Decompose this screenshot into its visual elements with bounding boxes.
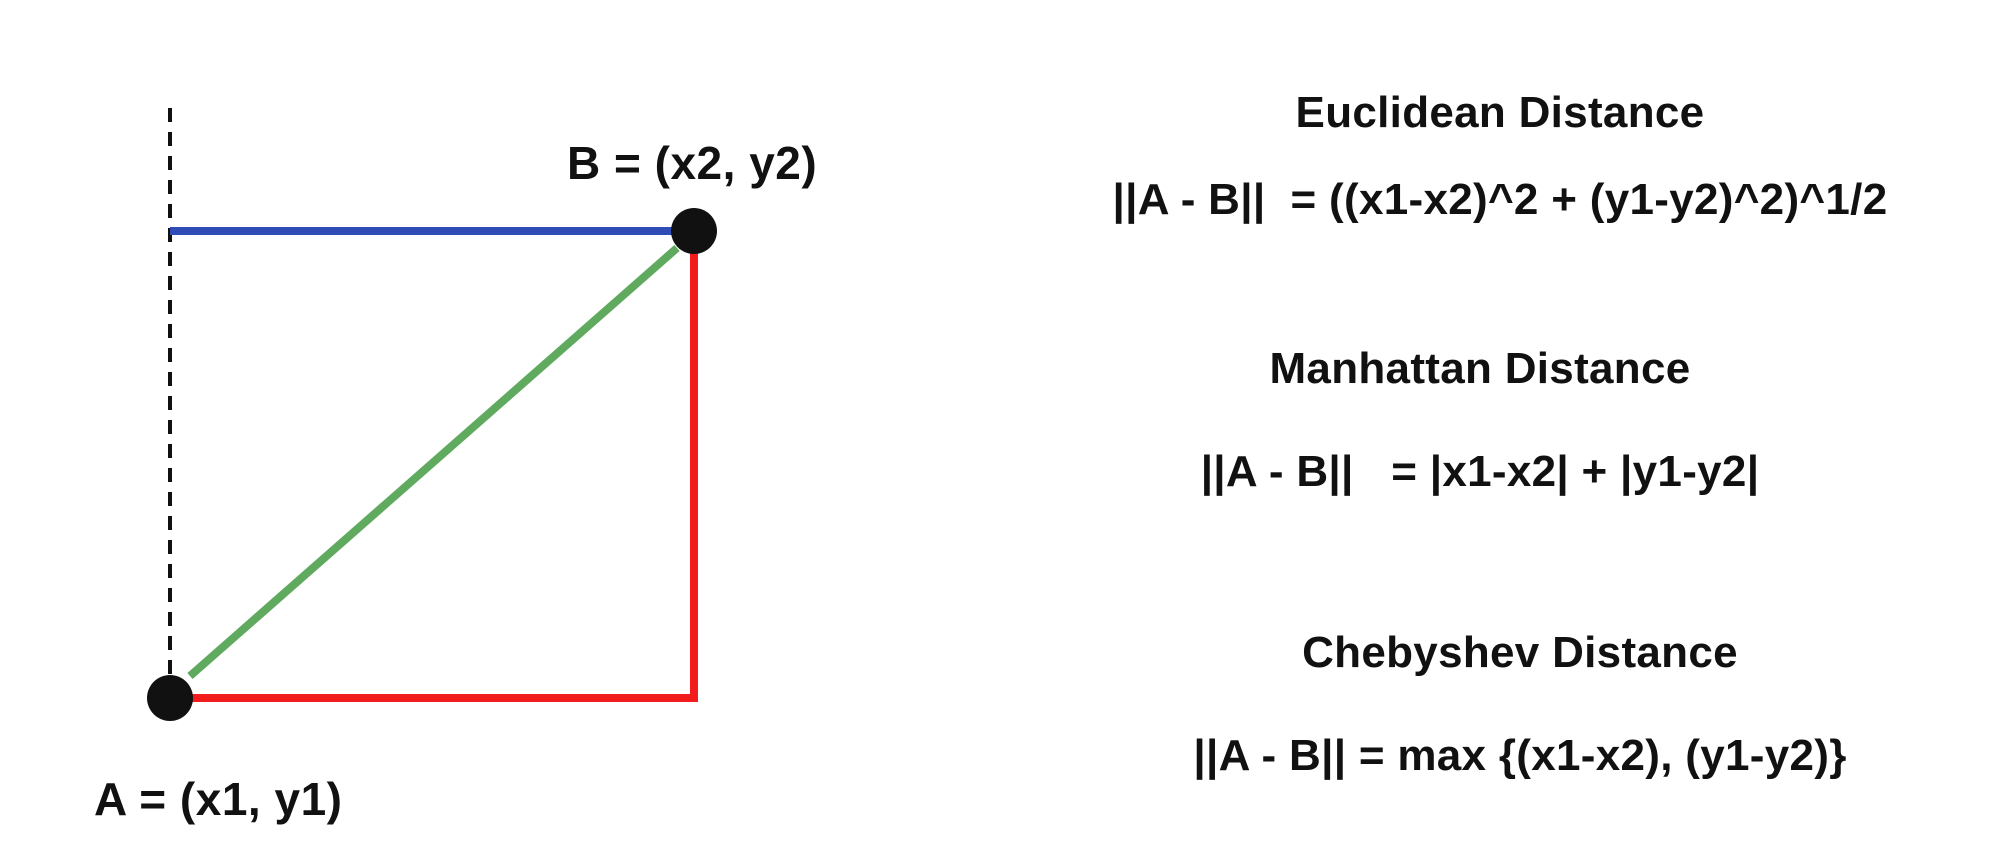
manhattan-title: Manhattan Distance (1269, 344, 1691, 393)
point-a (147, 675, 193, 721)
euclidean-green-line (187, 244, 680, 680)
chebyshev-title: Chebyshev Distance (1302, 628, 1738, 677)
point-b-label: B = (x2, y2) (567, 137, 818, 189)
point-a-label: A = (x1, y1) (94, 773, 343, 825)
manhattan-formula: ||A - B|| = |x1-x2| + |y1-y2| (1200, 447, 1760, 496)
point-b (671, 208, 717, 254)
euclidean-title: Euclidean Distance (1295, 88, 1705, 137)
euclidean-section: Euclidean Distance (1075, 55, 1925, 153)
manhattan-formula-wrap: ||A - B|| = |x1-x2| + |y1-y2| (1070, 414, 1890, 512)
euclidean-formula: ||A - B|| = ((x1-x2)^2 + (y1-y2)^2)^1/2 (1112, 175, 1888, 224)
euclidean-formula-wrap: ||A - B|| = ((x1-x2)^2 + (y1-y2)^2)^1/2 (1075, 142, 1925, 240)
chebyshev-section: Chebyshev Distance (1120, 595, 1920, 693)
manhattan-section: Manhattan Distance (1070, 311, 1890, 409)
chebyshev-formula-wrap: ||A - B|| = max {(x1-x2), (y1-y2)} (1120, 698, 1920, 796)
chebyshev-formula: ||A - B|| = max {(x1-x2), (y1-y2)} (1193, 731, 1847, 780)
